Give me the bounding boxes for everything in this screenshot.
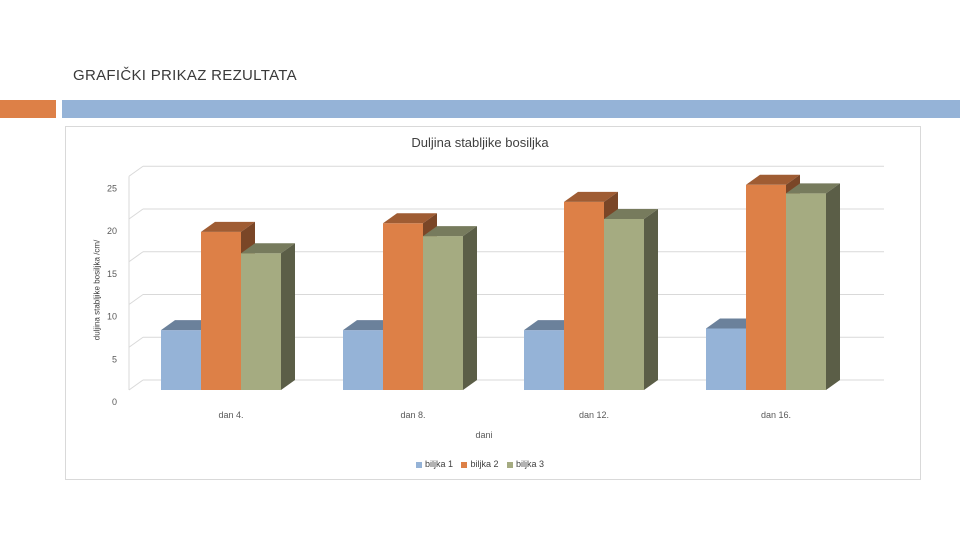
bar-front-3-2 — [423, 236, 463, 390]
legend-item-series-3: biljka 3 — [507, 459, 544, 469]
legend-label-series-2: biljka 2 — [470, 459, 499, 469]
y-tick-label-3: 15 — [107, 269, 117, 279]
x-tick-label-3: dan 12. — [579, 410, 609, 420]
y-tick-label-0: 0 — [112, 397, 117, 407]
legend-item-series-1: biljka 1 — [415, 459, 453, 469]
legend-item-series-2: biljka 2 — [461, 459, 499, 469]
x-tick-label-1: dan 4. — [218, 410, 243, 420]
chart-legend: biljka 1 biljka 2 biljka 3 — [0, 459, 960, 469]
x-axis-label: dani — [475, 430, 492, 440]
bar-side-3-4 — [826, 183, 840, 390]
y-tick-label-2: 10 — [107, 312, 117, 322]
legend-swatch-series-3 — [507, 461, 514, 468]
chart-title: Duljina stabljike bosiljka — [411, 135, 549, 150]
gridline-side-1 — [128, 336, 144, 348]
bar-side-3-3 — [644, 209, 658, 390]
gridline-side-5 — [128, 165, 144, 177]
y-tick-label-1: 5 — [112, 354, 117, 364]
y-axis-label: duljina stabljike bosiljka /cm/ — [92, 239, 102, 341]
y-tick-label-5: 25 — [107, 183, 117, 193]
bar-side-3-1 — [281, 243, 295, 390]
bar-front-1-4 — [706, 328, 746, 390]
bar-front-2-2 — [383, 223, 423, 390]
bar-front-1-1 — [161, 330, 201, 390]
bar-top-3-1 — [241, 243, 295, 254]
gridline-side-0 — [128, 379, 144, 391]
bar-front-2-3 — [564, 201, 604, 390]
bar-side-3-2 — [463, 226, 477, 390]
x-tick-label-2: dan 8. — [400, 410, 425, 420]
legend-label-series-3: biljka 3 — [516, 459, 545, 469]
x-tick-label-4: dan 16. — [761, 410, 791, 420]
bar-top-3-3 — [604, 209, 658, 219]
bar-front-3-4 — [786, 193, 826, 390]
bar-front-1-2 — [343, 330, 383, 390]
slide-title: GRAFIČKI PRIKAZ REZULTATA — [73, 67, 297, 84]
bar-front-2-1 — [201, 231, 241, 390]
gridline-side-3 — [128, 251, 144, 263]
legend-label-series-1: biljka 1 — [424, 459, 453, 469]
bar-top-2-3 — [564, 191, 618, 202]
bar-top-2-1 — [201, 221, 255, 232]
bar-top-2-4 — [746, 174, 800, 185]
legend-swatch-series-2 — [461, 461, 468, 468]
bar-front-3-3 — [604, 219, 644, 390]
accent-bar-orange — [0, 100, 56, 118]
gridline-side-2 — [128, 294, 144, 305]
bar-front-3-1 — [241, 253, 281, 390]
y-tick-label-4: 20 — [107, 226, 117, 236]
bar-front-2-4 — [746, 184, 786, 390]
bar-front-1-3 — [524, 330, 564, 390]
legend-swatch-series-1 — [415, 461, 422, 468]
bar-top-3-2 — [423, 226, 477, 237]
bar-top-3-4 — [786, 183, 840, 194]
bar-top-2-2 — [383, 213, 437, 224]
gridline-side-4 — [128, 208, 144, 220]
accent-bar-blue — [62, 100, 960, 118]
